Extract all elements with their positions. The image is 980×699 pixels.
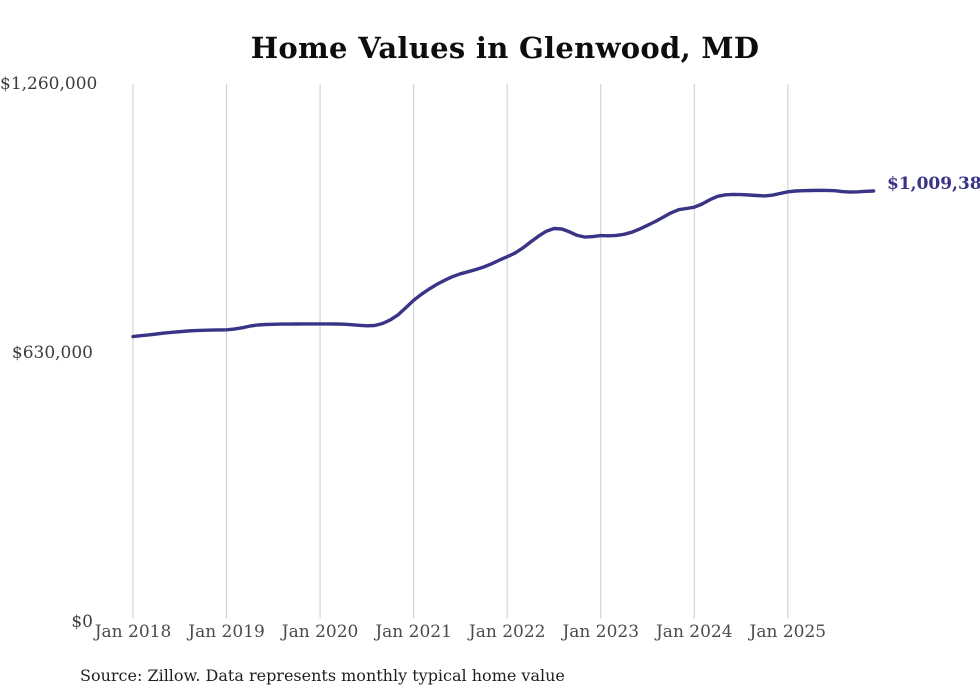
latest-value-label: $1,009,385 [887, 174, 980, 194]
y-axis-tick-label: $1,260,000 [0, 74, 98, 94]
x-axis-tick-label: Jan 2023 [562, 622, 640, 642]
gridlines [132, 84, 789, 619]
x-axis-tick-label: Jan 2021 [375, 622, 452, 642]
y-axis-tick-label: $0 [71, 612, 93, 632]
x-axis-tick-label: Jan 2019 [188, 622, 265, 642]
y-axis-tick-label: $630,000 [11, 343, 93, 363]
x-axis-tick-label: Jan 2020 [281, 622, 359, 642]
x-axis-tick-label: Jan 2022 [468, 622, 546, 642]
x-axis-tick-label: Jan 2018 [94, 622, 172, 642]
chart-title: Home Values in Glenwood, MD [250, 31, 760, 65]
home-value-line [131, 188, 876, 339]
source-note: Source: Zillow. Data represents monthly … [80, 666, 565, 685]
x-axis-tick-label: Jan 2024 [655, 622, 733, 642]
x-axis-tick-label: Jan 2025 [749, 622, 827, 642]
